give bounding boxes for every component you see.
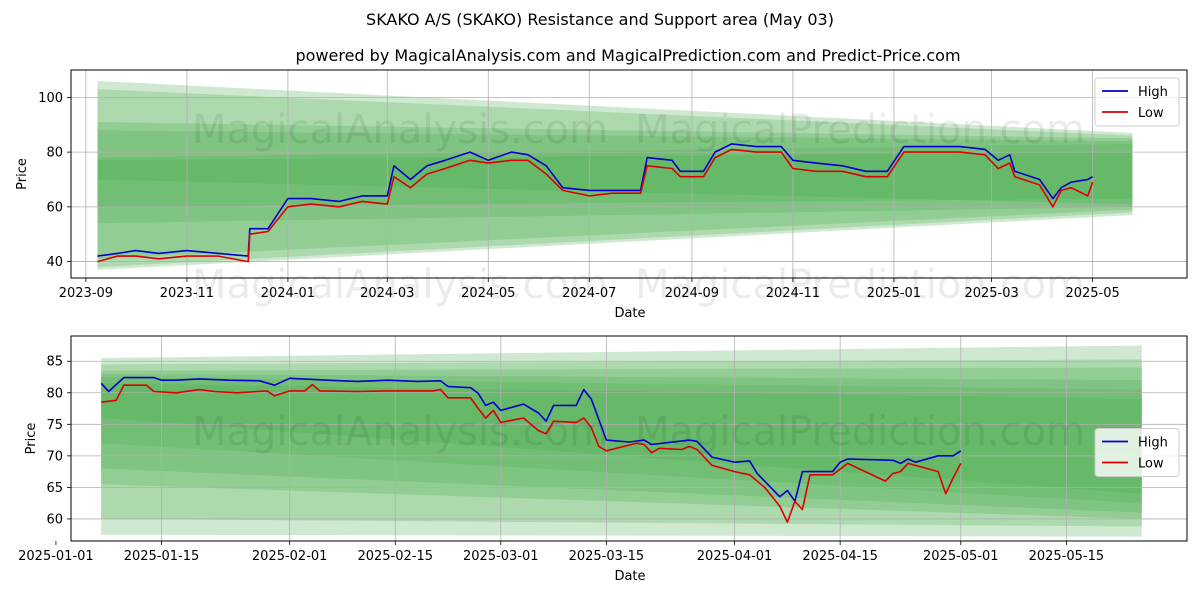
prediction-bands <box>97 80 1133 270</box>
x-tick-label: 2024-05 <box>461 286 515 301</box>
chart-subtitle: powered by MagicalAnalysis.com and Magic… <box>295 46 960 65</box>
x-tick-label: 2025-01 <box>867 286 921 301</box>
x-tick-label: 2025-04-01 <box>697 549 773 564</box>
axes-frame <box>70 69 1188 279</box>
legend-label-low: Low <box>1138 457 1164 472</box>
band-layer-4 <box>97 130 1133 224</box>
x-axis: 2023-09 2023-11 2024-01 2024-03 2024-05 2024-… <box>59 278 1120 321</box>
x-axis-label: Date <box>614 569 645 584</box>
series-lines <box>100 376 962 523</box>
x-tick-label: 2025-03-01 <box>463 549 539 564</box>
axes-frame <box>70 335 1188 542</box>
x-tick-label: 2023-09 <box>59 286 113 301</box>
band-layer-2 <box>97 89 1133 268</box>
watermark-text: MagicalPrediction.com <box>635 409 1085 455</box>
y-tick-label: 100 <box>38 91 63 106</box>
y-tick-label: 70 <box>46 449 63 464</box>
series-line-high <box>100 376 962 503</box>
top-panel: MagicalAnalysis.com MagicalPrediction.com… <box>15 69 1188 321</box>
x-tick-label: 2025-04-15 <box>802 549 878 564</box>
y-tick-label: 40 <box>46 255 63 270</box>
series-line-low <box>97 148 1094 263</box>
y-axis: 60 65 70 75 80 85 Price <box>24 355 71 527</box>
band-layer-5 <box>101 377 1142 504</box>
band-layer-6 <box>97 152 1133 207</box>
x-tick-label: 2025-05-15 <box>1029 549 1105 564</box>
watermark-text: MagicalAnalysis.com <box>192 262 608 308</box>
y-tick-label: 65 <box>46 481 63 496</box>
x-tick-label: 2025-01-15 <box>124 549 200 564</box>
y-tick-label: 60 <box>46 200 63 215</box>
y-tick-label: 80 <box>46 146 63 161</box>
x-tick-label: 2025-03 <box>964 286 1018 301</box>
x-tick-label: 2024-07 <box>562 286 616 301</box>
y-axis-label: Price <box>24 423 39 455</box>
band-layer-6 <box>101 383 1142 494</box>
x-tick-label: 2024-01 <box>261 286 315 301</box>
x-tick-label: 2025-01-01 <box>18 549 94 564</box>
legend-label-low: Low <box>1138 106 1164 121</box>
x-tick-label: 2025-03-15 <box>569 549 645 564</box>
x-tick-label: 2024-09 <box>665 286 719 301</box>
watermarks: MagicalAnalysis.com MagicalPrediction.com… <box>192 107 1085 308</box>
legend: High Low <box>1094 428 1180 477</box>
y-tick-label: 60 <box>46 512 63 527</box>
bottom-panel: MagicalAnalysis.com MagicalPrediction.com… <box>18 335 1188 584</box>
y-axis: 40 60 80 100 Price <box>15 91 71 270</box>
legend-box <box>1094 77 1180 127</box>
x-tick-label: 2024-11 <box>766 286 820 301</box>
x-tick-label: 2025-05-01 <box>923 549 999 564</box>
grid <box>71 336 1187 541</box>
chart-title: SKAKO A/S (SKAKO) Resistance and Support… <box>366 10 834 29</box>
y-tick-label: 80 <box>46 386 63 401</box>
band-layer-1 <box>97 80 1133 270</box>
watermark-text: MagicalPrediction.com <box>635 107 1085 153</box>
grid <box>71 70 1187 278</box>
y-tick-label: 85 <box>46 355 63 370</box>
band-layer-3 <box>101 367 1142 519</box>
series-lines <box>97 143 1094 263</box>
watermark-text: MagicalPrediction.com <box>635 262 1085 308</box>
legend-label-high: High <box>1138 85 1168 100</box>
legend-label-high: High <box>1138 436 1168 451</box>
x-tick-label: 2025-05 <box>1065 286 1119 301</box>
band-layer-4 <box>101 373 1142 513</box>
x-tick-label: 2025-02-15 <box>357 549 433 564</box>
x-tick-label: 2024-03 <box>360 286 414 301</box>
legend: High Low <box>1094 77 1180 127</box>
y-axis-label: Price <box>15 158 30 190</box>
x-axis: 2025-01-01 2025-01-15 2025-02-01 2025-02-15… <box>18 541 1104 584</box>
y-tick-label: 75 <box>46 418 63 433</box>
watermark-text: MagicalAnalysis.com <box>192 107 608 153</box>
x-tick-label: 2023-11 <box>160 286 214 301</box>
watermark-text: MagicalAnalysis.com <box>192 409 608 455</box>
band-layer-5 <box>97 143 1133 205</box>
x-axis-label: Date <box>614 306 645 321</box>
band-layer-2 <box>101 359 1142 527</box>
x-tick-label: 2025-02-01 <box>252 549 328 564</box>
series-line-low <box>101 383 962 523</box>
legend-box <box>1094 428 1180 477</box>
watermarks: MagicalAnalysis.com MagicalPrediction.com <box>192 409 1085 455</box>
prediction-bands <box>101 345 1142 537</box>
